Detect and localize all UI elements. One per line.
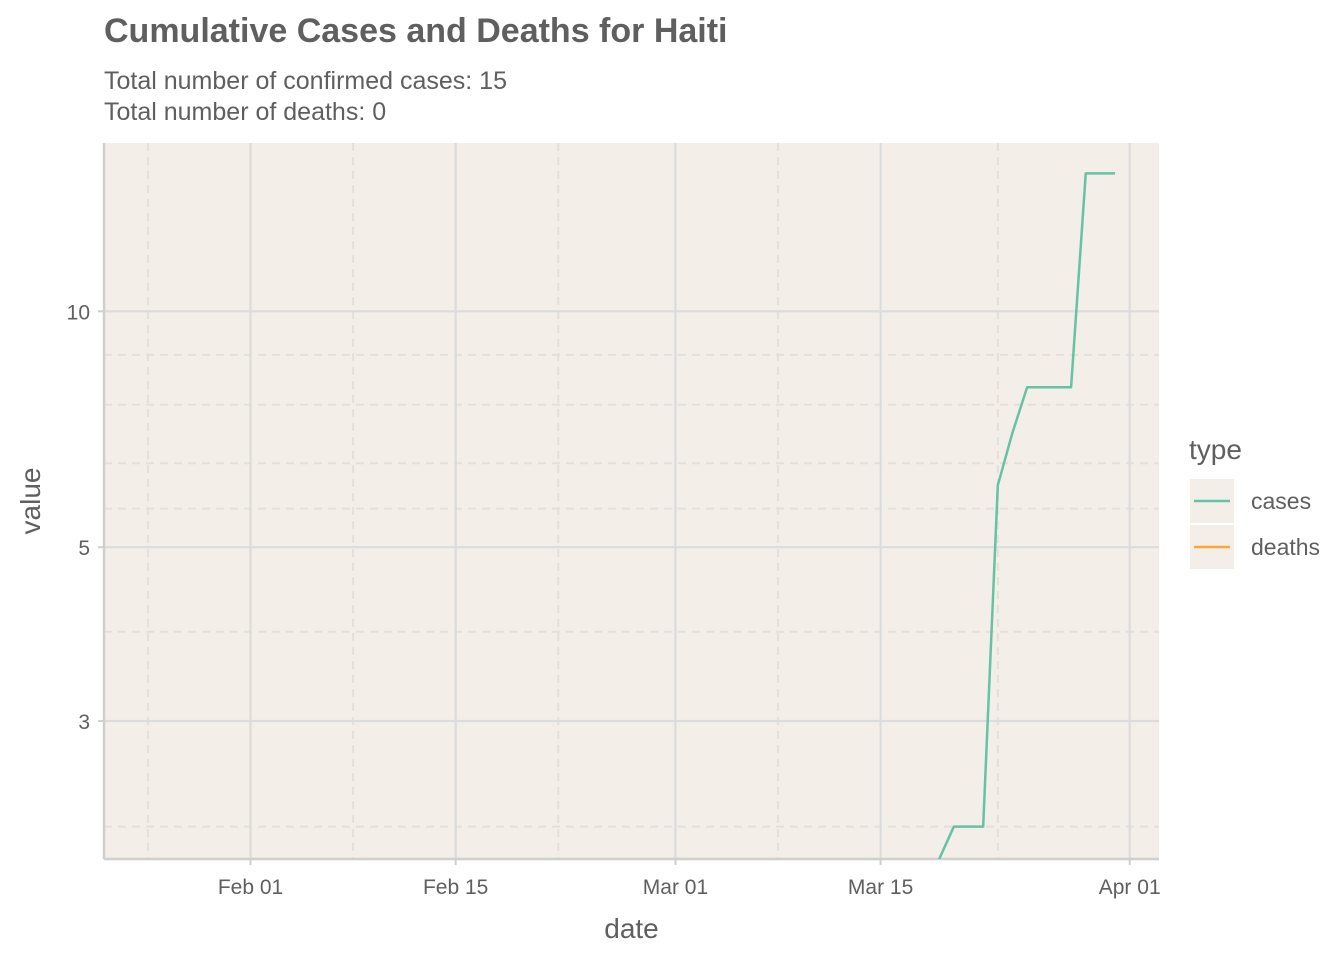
legend-title: type — [1189, 434, 1242, 465]
series-layer — [938, 172, 1116, 859]
series-line-cases — [938, 172, 1116, 859]
legend-label-deaths: deaths — [1251, 534, 1320, 560]
legend-label-cases: cases — [1251, 488, 1311, 514]
x-tick-label: Mar 15 — [848, 876, 913, 899]
x-tick-label: Mar 01 — [643, 876, 708, 899]
x-tick-label: Feb 15 — [423, 876, 488, 899]
y-tick-label: 10 — [67, 301, 90, 324]
legend-items: cases deaths — [1190, 479, 1320, 569]
minor-gridlines — [104, 143, 1159, 859]
chart-subtitle-cases: Total number of confirmed cases: 15 — [104, 67, 507, 95]
legend-item-cases: cases — [1190, 479, 1311, 523]
x-axis-ticks: Feb 01 Feb 15 Mar 01 Mar 15 Apr 01 — [218, 859, 1161, 899]
y-axis-title: value — [15, 468, 46, 535]
chart-subtitle-deaths: Total number of deaths: 0 — [104, 98, 387, 126]
chart-title: Cumulative Cases and Deaths for Haiti — [104, 12, 728, 50]
x-axis-title: date — [604, 913, 659, 944]
legend-item-deaths: deaths — [1190, 525, 1320, 569]
x-tick-label: Apr 01 — [1099, 876, 1161, 899]
legend: type cases deaths — [1189, 434, 1320, 569]
y-tick-label: 3 — [78, 711, 90, 734]
axis-lines — [102, 143, 1159, 861]
x-tick-label: Feb 01 — [218, 876, 283, 899]
major-gridlines — [104, 143, 1159, 859]
y-axis-ticks: 3 5 10 — [67, 301, 104, 734]
y-tick-label: 5 — [78, 537, 90, 560]
plot-panel — [104, 143, 1159, 859]
